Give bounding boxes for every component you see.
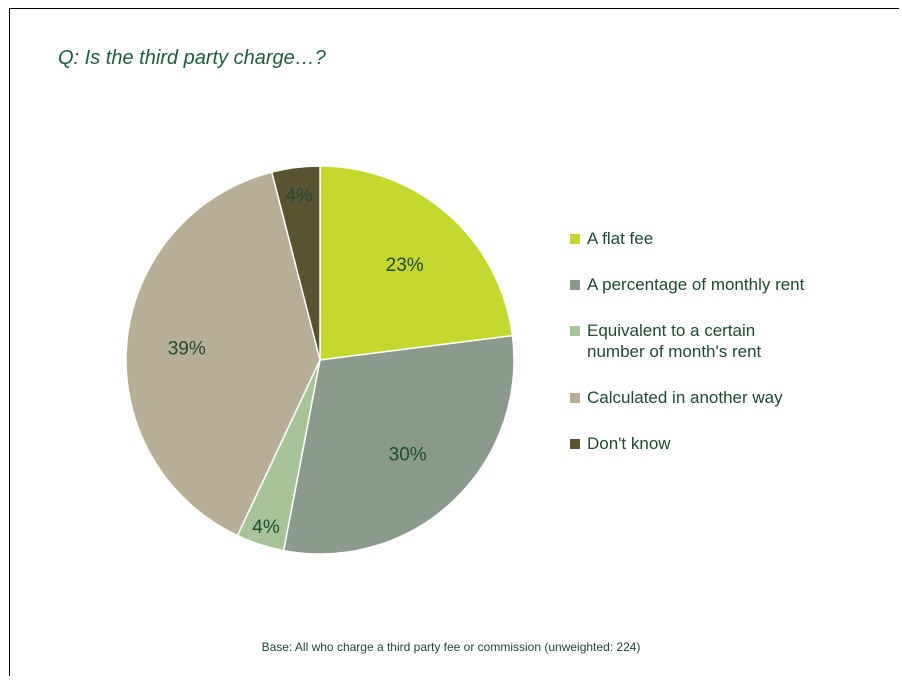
legend-label: Calculated in another way (587, 388, 783, 407)
pie-slice (270, 165, 321, 361)
legend-item-months-rent: Equivalent to a certain number of month'… (570, 320, 817, 362)
legend-label: Equivalent to a certain number of month'… (587, 321, 762, 361)
legend-label: Don't know (587, 434, 671, 453)
legend-item-flat-fee: A flat fee (570, 228, 830, 249)
chart-frame (9, 8, 899, 676)
pie-data-label: 4% (285, 185, 313, 206)
pie-data-label: 23% (386, 255, 424, 276)
legend: A flat fee A percentage of monthly rent … (570, 228, 830, 454)
pie-slice (125, 171, 321, 537)
legend-item-another-way: Calculated in another way (570, 387, 787, 408)
base-note: Base: All who charge a third party fee o… (261, 640, 641, 654)
legend-swatch (570, 280, 580, 290)
legend-swatch (570, 439, 580, 449)
legend-swatch (570, 234, 580, 244)
pie-data-label: 30% (389, 444, 427, 465)
legend-label: A flat fee (587, 229, 654, 248)
legend-item-dont-know: Don't know (570, 433, 830, 454)
chart-question: Q: Is the third party charge…? (58, 47, 326, 69)
legend-swatch (570, 393, 580, 403)
legend-label: A percentage of monthly rent (587, 275, 805, 294)
legend-item-percentage: A percentage of monthly rent (570, 274, 817, 295)
pie-data-label: 4% (252, 517, 280, 538)
pie-data-label: 39% (168, 338, 206, 359)
legend-swatch (570, 326, 580, 336)
pie-slice (319, 165, 514, 361)
pie-slice (282, 334, 515, 555)
